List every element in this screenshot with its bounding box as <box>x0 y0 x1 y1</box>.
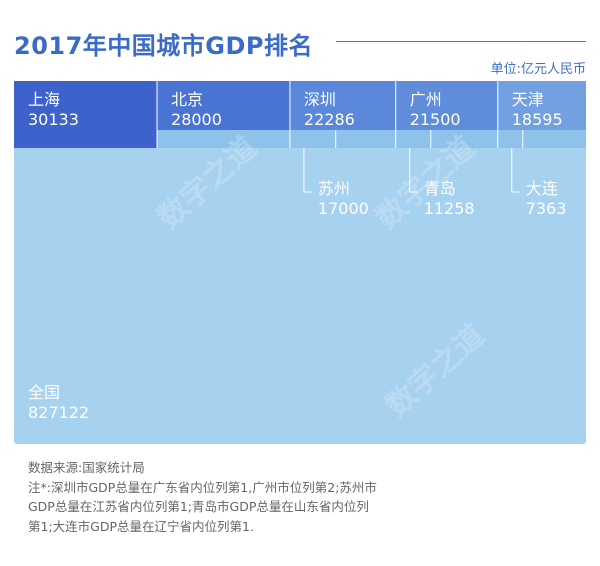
note-line: 第1;大连市GDP总量在辽宁省内位列第1. <box>28 518 254 534</box>
note-line: 注*:深圳市GDP总量在广东省内位列第1,广州市位列第2;苏州市 <box>28 479 377 495</box>
city-label: 深圳 <box>304 90 336 109</box>
city-value: 21500 <box>410 110 461 129</box>
peer-label: 大连 <box>526 179 558 198</box>
peer-connector <box>409 148 418 193</box>
source-note: 数据来源:国家统计局 <box>28 460 145 475</box>
city-bar <box>497 81 586 130</box>
chart-title: 2017年中国城市GDP排名 <box>14 32 314 60</box>
city-label: 天津 <box>512 90 544 109</box>
city-bar <box>157 81 290 130</box>
city-bar <box>14 81 158 148</box>
peer-value: 7363 <box>526 199 567 218</box>
peer-label: 青岛 <box>424 179 456 198</box>
total-rect <box>14 81 586 444</box>
title-rule <box>336 41 586 42</box>
city-bar <box>289 81 396 130</box>
peer-value: 17000 <box>318 199 369 218</box>
unit-label: 单位:亿元人民币 <box>490 62 586 77</box>
peer-connector <box>511 148 520 193</box>
city-label: 北京 <box>171 90 203 109</box>
peer-value: 11258 <box>424 199 475 218</box>
total-label: 全国 <box>28 383 60 402</box>
total-value: 827122 <box>28 403 89 422</box>
province-strip <box>157 130 586 148</box>
peer-connector <box>303 148 312 193</box>
note-line: GDP总量在江苏省内位列第1;青岛市GDP总量在山东省内位列 <box>28 499 369 514</box>
city-value: 28000 <box>171 110 222 129</box>
peer-label: 苏州 <box>318 179 350 198</box>
city-value: 30133 <box>28 110 79 129</box>
city-value: 22286 <box>304 110 355 129</box>
city-label: 上海 <box>28 90 60 109</box>
city-value: 18595 <box>512 110 563 129</box>
city-label: 广州 <box>410 90 442 109</box>
city-bar <box>395 81 498 130</box>
notes: 数据来源:国家统计局 注*:深圳市GDP总量在广东省内位列第1,广州市位列第2;… <box>28 458 377 536</box>
